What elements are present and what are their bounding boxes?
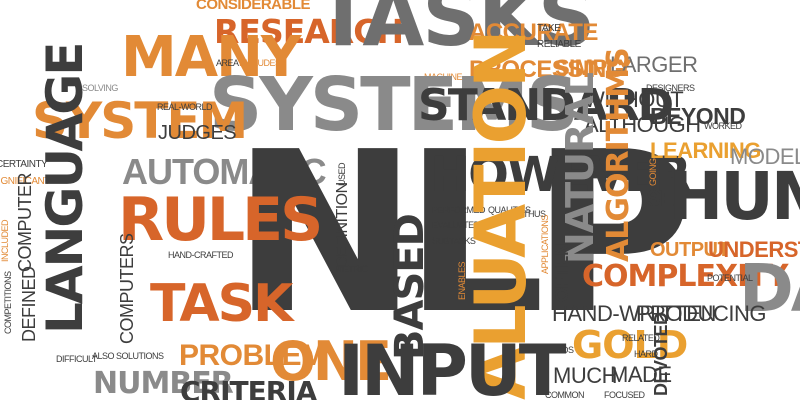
word-difficult: DIFFICULT bbox=[56, 354, 97, 364]
word-potential: POTENTIAL bbox=[707, 273, 753, 283]
word-metric: METRIC bbox=[336, 264, 368, 274]
word-focused: FOCUSED bbox=[604, 390, 645, 400]
word-nlp: NLP bbox=[232, 105, 694, 363]
word-data: DAT bbox=[739, 250, 800, 327]
word-output: OUTPUT bbox=[650, 239, 730, 261]
word-automatic: AUTOMATIC bbox=[122, 151, 327, 192]
word-task: TASK bbox=[150, 274, 293, 334]
word-qualities: QUALITIES bbox=[488, 205, 531, 215]
word-area: AREA bbox=[216, 58, 239, 68]
word-many: MANY bbox=[121, 25, 301, 90]
word-significant: SIGNIFICANT bbox=[0, 176, 50, 187]
word-simply: SIMPLY bbox=[555, 55, 632, 80]
word-human: HUMAN bbox=[668, 158, 800, 235]
word-computers: COMPUTERS bbox=[117, 233, 137, 344]
word-reliable: RELIABLE bbox=[537, 39, 581, 50]
word-solutions: SOLUTIONS bbox=[116, 351, 164, 361]
word-machine: MACHINE bbox=[424, 72, 463, 82]
word-performed: PERFORMED bbox=[432, 205, 486, 215]
word-larger: LARGER bbox=[610, 52, 698, 77]
word-defined: DEFINED bbox=[19, 266, 39, 342]
word-related: RELATED bbox=[622, 333, 660, 343]
word-evaluated: EVALUATED bbox=[432, 220, 480, 230]
word-judges: JUDGES bbox=[158, 122, 237, 144]
word-without: WITHOUT bbox=[584, 87, 684, 112]
word-hand-crafted: HAND-CRAFTED bbox=[168, 250, 234, 260]
word-certainty: CERTAINTY bbox=[0, 159, 48, 170]
word-computer: COMPUTER bbox=[15, 173, 35, 272]
word-gold: GOLD bbox=[572, 323, 688, 367]
word-although: ALTHOUGH bbox=[584, 112, 701, 137]
word-input: INPUT bbox=[338, 330, 567, 400]
word-applications: APPLICATIONS bbox=[540, 215, 550, 274]
word-rules: RULES bbox=[118, 185, 323, 255]
word-however: HOWEVER bbox=[430, 147, 692, 203]
word-common: COMMON bbox=[545, 390, 585, 400]
word-subtasks: SUBTASKS bbox=[432, 236, 476, 246]
word-understanding: UNDERSTANDING bbox=[708, 237, 800, 262]
word-take: TAKE bbox=[537, 23, 561, 34]
word-algorithms: ALGORITHMS bbox=[601, 48, 636, 262]
word-problem: PROBLEM bbox=[179, 339, 326, 372]
word-producing: PRODUCING bbox=[636, 301, 766, 326]
word-designers: DESIGNERS bbox=[646, 83, 695, 93]
word-considerable: CONSIDERABLE bbox=[196, 0, 311, 13]
word-going: GOING bbox=[648, 158, 658, 186]
word-made: MADE bbox=[610, 362, 672, 387]
word-language: LANGUAGE bbox=[36, 43, 94, 334]
word-set: SET bbox=[646, 186, 688, 211]
word-accurate: ACCURATE bbox=[469, 19, 598, 46]
word-one: ONE bbox=[270, 330, 392, 393]
word-thus: THUS bbox=[523, 209, 546, 219]
word-hard: HARD bbox=[634, 349, 658, 359]
word-models: MODELS bbox=[730, 144, 800, 169]
word-often: OFTEN bbox=[552, 243, 572, 303]
word-systems: SYSTEMS bbox=[209, 62, 579, 148]
word-includes: INCLUDES bbox=[239, 58, 281, 68]
word-real-world: REAL-WORLD bbox=[157, 102, 213, 112]
word-tasks: TASKS bbox=[316, 0, 595, 64]
word-needs: NEEDS bbox=[545, 345, 574, 355]
word-standard: STANDARD bbox=[418, 80, 674, 131]
word-included: INCLUDED bbox=[0, 219, 10, 262]
word-system: SYSTEM bbox=[32, 92, 248, 150]
word-beyond: BEYOND bbox=[650, 103, 746, 129]
word-number: NUMBER bbox=[93, 366, 234, 400]
word-complexity: COMPLEXITY bbox=[582, 259, 788, 294]
word-solving: SOLVING bbox=[82, 83, 118, 93]
word-much: MUCH bbox=[553, 363, 618, 388]
word-worked: WORKED bbox=[704, 121, 742, 131]
word-learning: LEARNING bbox=[650, 138, 761, 163]
word-competitions: COMPETITIONS bbox=[3, 271, 13, 334]
word-definition: DEFINITION bbox=[334, 182, 351, 268]
word-natural: NATURAL bbox=[558, 73, 602, 264]
word-also: ALSO bbox=[92, 351, 115, 361]
word-criteria: CRITERIA bbox=[180, 375, 317, 400]
word-research: RESEARCH bbox=[214, 12, 404, 51]
word-hand-written: HAND-WRITTEN bbox=[552, 301, 716, 326]
word-processing: PROCESSING bbox=[469, 56, 625, 83]
